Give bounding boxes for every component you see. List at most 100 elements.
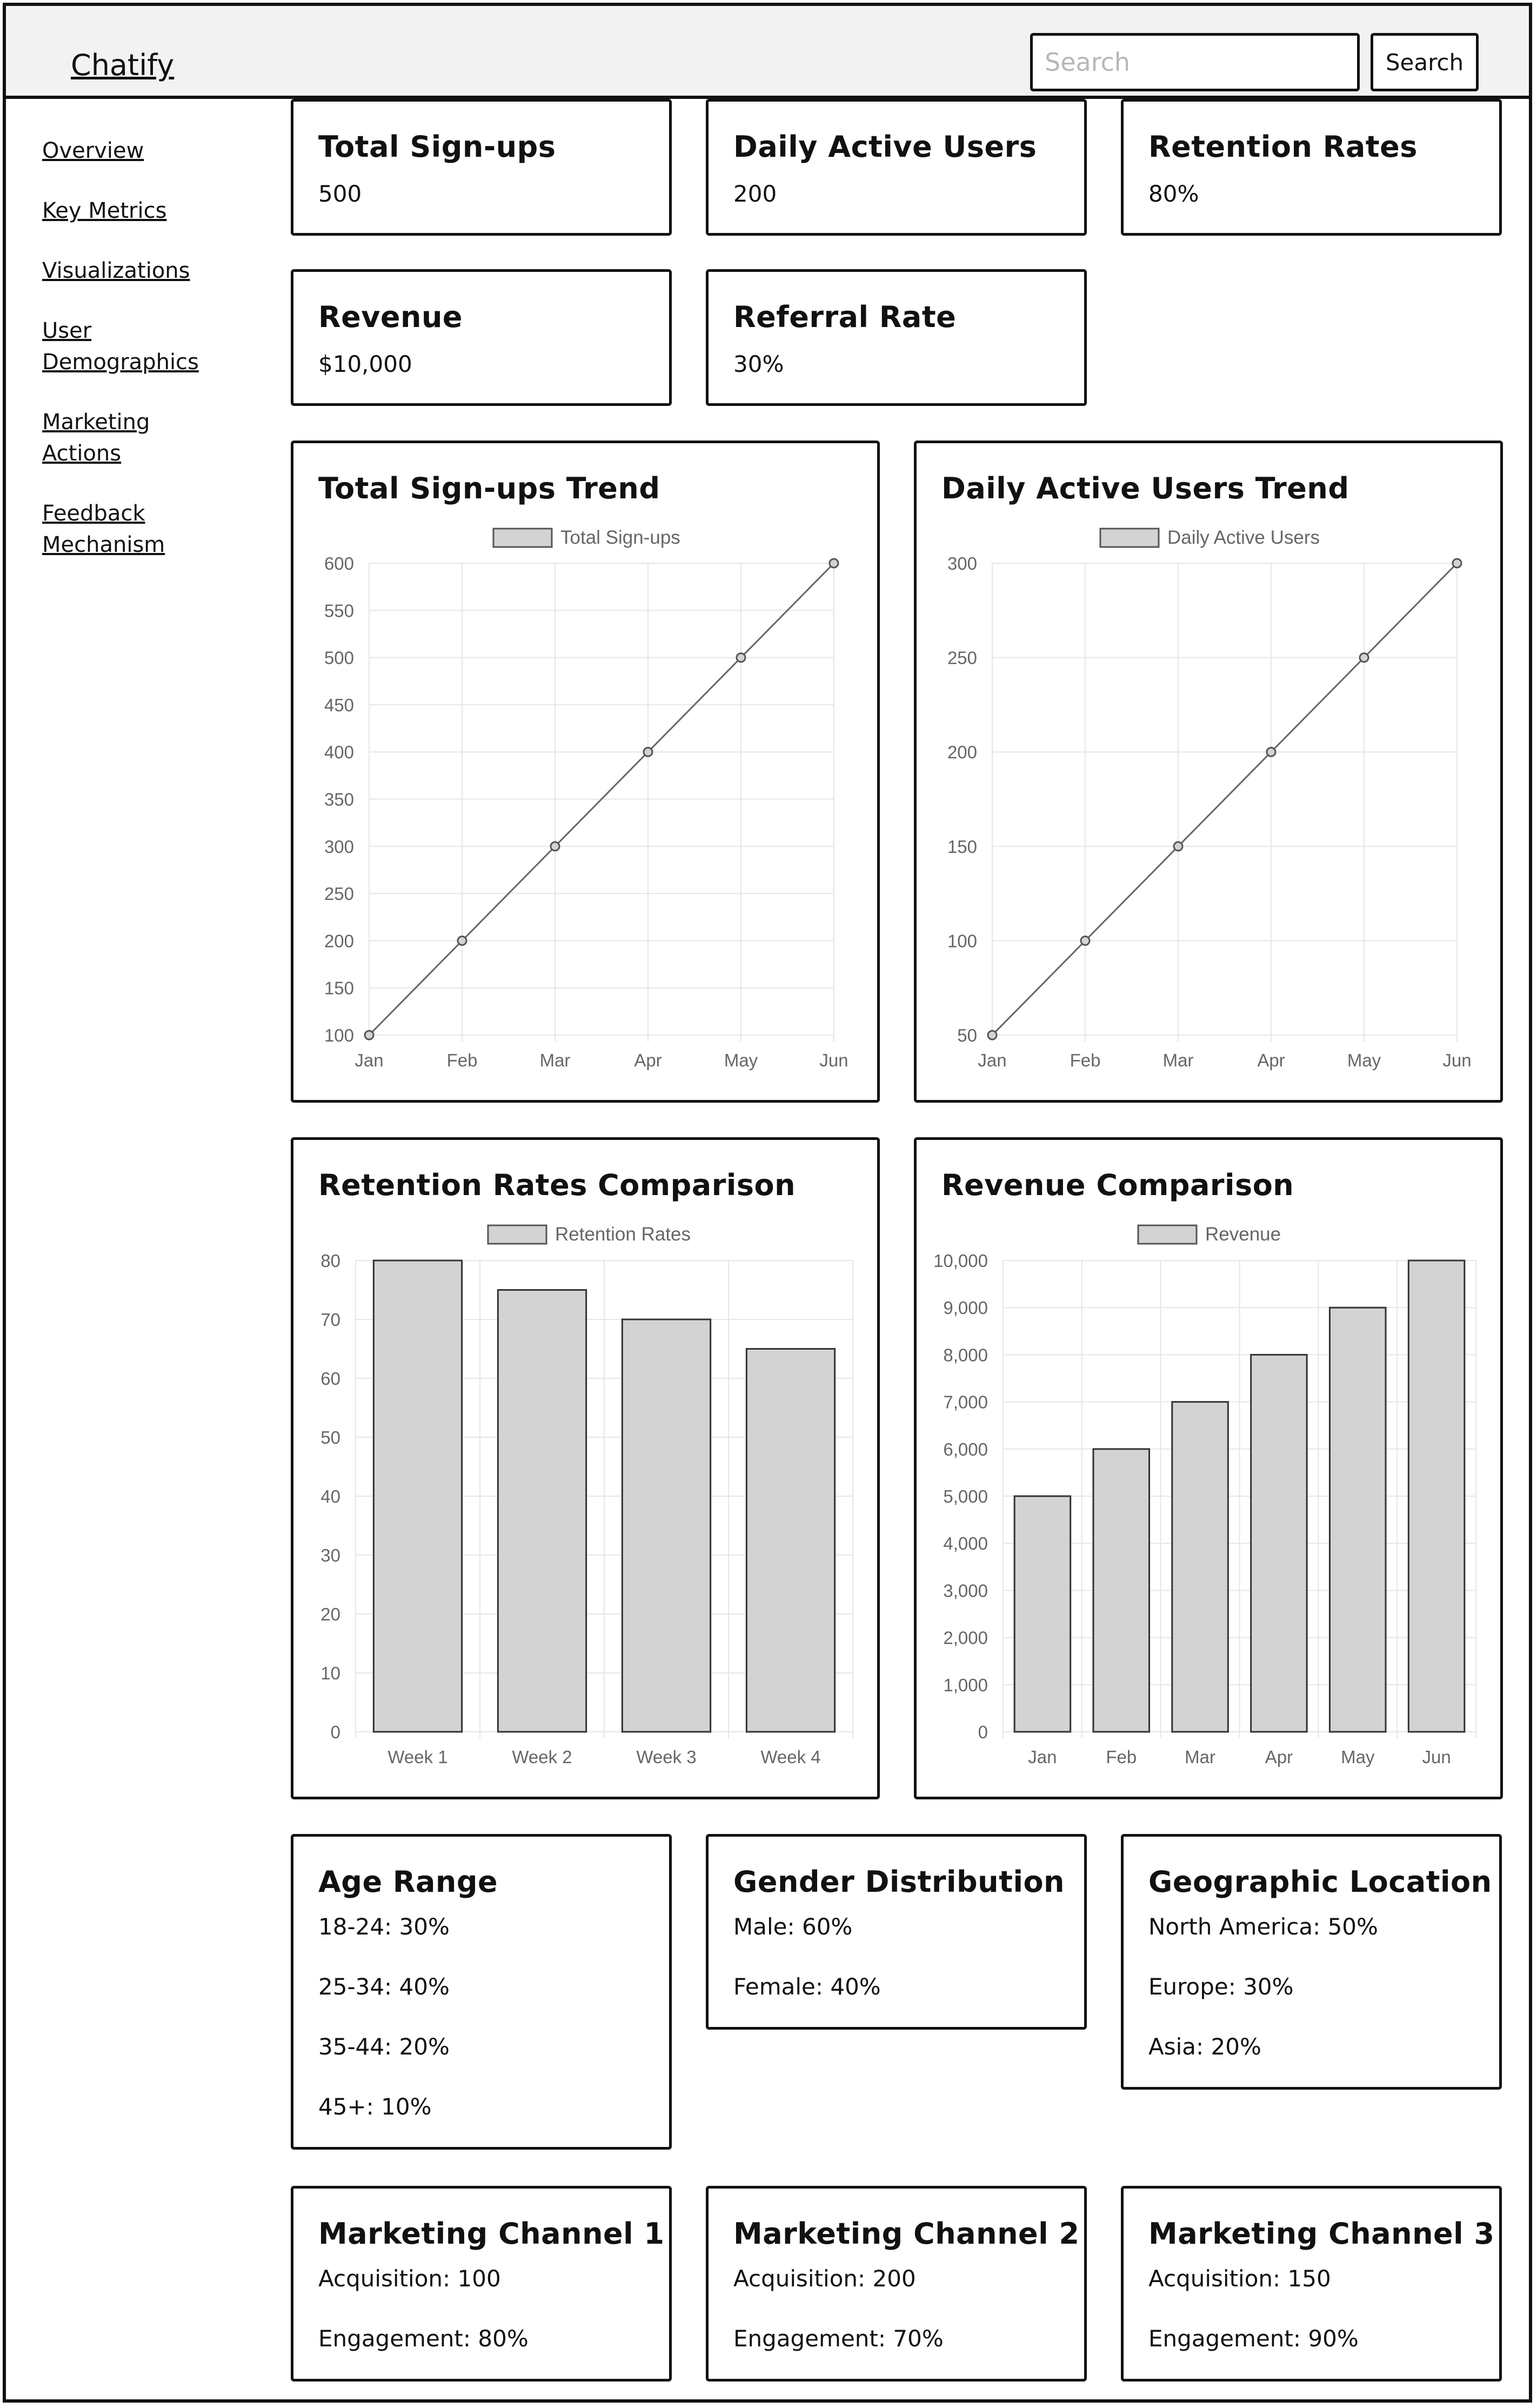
y-tick-label: 9,000 [943, 1298, 988, 1318]
y-tick-label: 30 [320, 1545, 340, 1565]
metric-card-total-signups: Total Sign-ups 500 [291, 99, 672, 236]
sidebar-item-feedback-mechanism[interactable]: Feedback Mechanism [42, 501, 165, 557]
list-item: Europe: 30% [1148, 1973, 1294, 2000]
x-tick-label: Mar [540, 1050, 571, 1070]
data-point [1266, 746, 1277, 757]
chart-card-revenue-comparison: Revenue Comparison Revenue 0 1,000 2,000 3,0… [914, 1137, 1503, 1799]
chart-card-dau-trend: Daily Active Users Trend Daily Active Us… [914, 441, 1503, 1103]
x-tick-label: Jan [978, 1050, 1006, 1070]
x-tick-label: May [1347, 1050, 1381, 1070]
bar [1171, 1401, 1229, 1733]
y-tick-label: 10 [320, 1663, 340, 1683]
y-tick-label: 4,000 [943, 1533, 988, 1553]
y-tick-label: 40 [320, 1486, 340, 1506]
y-tick-label: 20 [320, 1604, 340, 1624]
sidebar-nav: Overview Key Metrics Visualizations User… [42, 135, 237, 589]
demographic-list: Male: 60% Female: 40% [733, 1911, 881, 2031]
app-title[interactable]: Chatify [71, 48, 175, 82]
x-tick-label: Week 1 [387, 1747, 447, 1767]
y-tick-label: 50 [957, 1025, 977, 1045]
data-point [1080, 935, 1091, 946]
metric-title: Referral Rate [733, 300, 957, 334]
y-tick-label: 80 [320, 1251, 340, 1271]
y-tick-label: 250 [947, 648, 977, 668]
legend-label: Revenue [1205, 1224, 1281, 1245]
x-tick-label: May [1341, 1747, 1375, 1767]
marketing-title: Marketing Channel 1 [318, 2217, 665, 2251]
legend-label: Total Sign-ups [560, 527, 680, 548]
y-tick-label: 350 [324, 790, 354, 810]
series-line [991, 562, 1458, 1036]
bar [745, 1348, 836, 1733]
marketing-list: Acquisition: 100 Engagement: 80% [318, 2263, 529, 2383]
x-tick-label: Feb [1106, 1747, 1137, 1767]
bar [1013, 1495, 1072, 1733]
sidebar-item-visualizations[interactable]: Visualizations [42, 258, 190, 283]
metric-card-retention-rates: Retention Rates 80% [1121, 99, 1502, 236]
data-point [364, 1030, 375, 1040]
signups-line-chart: Total Sign-ups 100 150 200 250 300 350 400 450 50… [324, 527, 848, 1070]
retention-bar-chart: Retention Rates 0 10 20 30 40 50 60 70 80 Week 1 We… [320, 1224, 853, 1767]
demographic-title: Gender Distribution [733, 1865, 1065, 1899]
bar [372, 1259, 463, 1733]
y-tick-label: 1,000 [943, 1675, 988, 1695]
y-tick-label: 150 [324, 978, 354, 998]
y-tick-label: 10,000 [933, 1251, 988, 1271]
metric-card-referral-rate: Referral Rate 30% [706, 269, 1087, 406]
top-header: Chatify Search [3, 3, 1532, 99]
demographic-title: Age Range [318, 1865, 498, 1899]
y-tick-label: 70 [320, 1310, 340, 1330]
marketing-title: Marketing Channel 3 [1148, 2217, 1495, 2251]
bar [1328, 1306, 1387, 1733]
y-tick-label: 5,000 [943, 1486, 988, 1506]
search-input[interactable] [1030, 33, 1360, 91]
bar [497, 1289, 587, 1733]
x-tick-label: Feb [1070, 1050, 1101, 1070]
list-item: Acquisition: 100 [318, 2265, 501, 2292]
bar [1092, 1448, 1151, 1733]
demographic-card-geographic: Geographic Location North America: 50% E… [1121, 1834, 1502, 2090]
x-tick-label: Jan [355, 1050, 383, 1070]
metric-value: $10,000 [318, 351, 412, 377]
legend-swatch [492, 528, 553, 548]
sidebar-item-user-demographics[interactable]: User Demographics [42, 318, 199, 375]
y-tick-label: 0 [978, 1722, 988, 1742]
y-tick-label: 8,000 [943, 1345, 988, 1365]
legend-label: Retention Rates [555, 1224, 691, 1245]
x-tick-label: Week 3 [636, 1747, 696, 1767]
x-tick-label: Apr [1257, 1050, 1285, 1070]
list-item: North America: 50% [1148, 1913, 1378, 1940]
chart-card-retention-comparison: Retention Rates Comparison Retention Rat… [291, 1137, 880, 1799]
sidebar-item-key-metrics[interactable]: Key Metrics [42, 198, 167, 223]
list-item: 25-34: 40% [318, 1973, 450, 2000]
demographic-card-age-range: Age Range 18-24: 30% 25-34: 40% 35-44: 2… [291, 1834, 672, 2150]
x-tick-label: Jun [1442, 1050, 1471, 1070]
demographic-card-gender: Gender Distribution Male: 60% Female: 40… [706, 1834, 1087, 2030]
legend-label: Daily Active Users [1167, 527, 1320, 548]
y-tick-label: 0 [331, 1722, 340, 1742]
y-tick-label: 600 [324, 553, 354, 573]
legend-swatch [1137, 1224, 1198, 1245]
y-tick-label: 50 [320, 1428, 340, 1448]
bar [621, 1318, 712, 1733]
metric-value: 80% [1148, 181, 1199, 207]
sidebar-item-overview[interactable]: Overview [42, 138, 144, 163]
sidebar-item-marketing-actions[interactable]: Marketing Actions [42, 410, 150, 466]
search-button[interactable]: Search [1371, 33, 1479, 91]
legend-swatch [487, 1224, 547, 1245]
y-tick-label: 200 [324, 931, 354, 951]
dau-line-chart: Daily Active Users 50 100 150 200 250 300 Jan Fe… [947, 527, 1472, 1070]
list-item: Female: 40% [733, 1973, 881, 2000]
chart-title: Revenue Comparison [941, 1168, 1294, 1202]
data-point [1359, 652, 1369, 663]
y-tick-label: 100 [947, 931, 977, 951]
x-tick-label: Week 2 [512, 1747, 572, 1767]
marketing-card-channel-2: Marketing Channel 2 Acquisition: 200 Eng… [706, 2186, 1087, 2382]
x-tick-label: May [724, 1050, 758, 1070]
bar [1250, 1353, 1308, 1733]
y-tick-label: 200 [947, 742, 977, 762]
demographic-title: Geographic Location [1148, 1865, 1492, 1899]
y-tick-label: 300 [324, 837, 354, 857]
data-point [457, 935, 467, 946]
x-tick-label: Jun [1422, 1747, 1451, 1767]
